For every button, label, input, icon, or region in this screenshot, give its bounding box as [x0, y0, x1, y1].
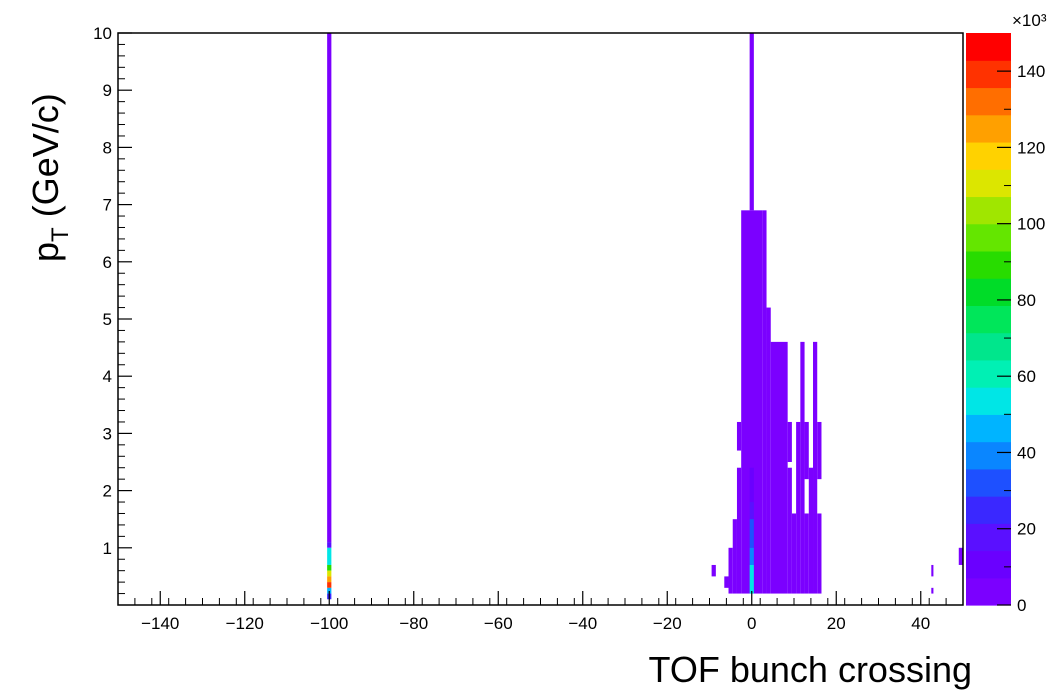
heatmap-cell-24: [800, 341, 805, 594]
heatmap-cell-3: [327, 564, 332, 571]
y-axis-title-unit: (GeV/c): [25, 93, 66, 227]
colorbar-segment-15: [966, 169, 1011, 198]
x-tick-label: −80: [399, 614, 428, 633]
colorbar-segment-16: [966, 141, 1011, 170]
colorbar-segment-17: [966, 114, 1011, 143]
heatmap-cell-17: [728, 547, 733, 594]
heatmap-cell-33: [958, 547, 963, 565]
colorbar-segment-14: [966, 196, 1011, 225]
heatmap-cell-25: [804, 513, 809, 594]
colorbar-segment-9: [966, 332, 1011, 361]
heatmap-cell-27: [808, 467, 814, 594]
colorbar-segment-18: [966, 87, 1011, 116]
heatmap-cell-4: [327, 570, 332, 577]
x-tick-label: −40: [568, 614, 597, 633]
x-tick-label: −140: [141, 614, 179, 633]
x-tick-label: 40: [911, 614, 930, 633]
x-tick-label: −20: [653, 614, 682, 633]
colorbar-tick-label: 140: [1017, 62, 1045, 81]
heatmap-cell-9: [749, 33, 754, 211]
y-tick-label: 9: [103, 81, 112, 100]
y-axis-title-main: p: [25, 242, 66, 262]
y-tick-label: 7: [103, 196, 112, 215]
colorbar-tick-label: 100: [1017, 215, 1045, 234]
heatmap-cell-1: [327, 542, 332, 548]
heatmap-cell-30: [817, 421, 822, 480]
heatmap-cell-22: [791, 513, 797, 594]
colorbar-tick-label: 20: [1017, 520, 1036, 539]
heatmap-cell-10: [741, 210, 763, 594]
y-tick-label: 3: [103, 424, 112, 443]
x-tick-label: 20: [827, 614, 846, 633]
colorbar-tick-label: 0: [1017, 596, 1026, 615]
colorbar-tick-label: 120: [1017, 138, 1045, 157]
colorbar: 0 20 40 60 80 100 120 140: [966, 33, 1045, 615]
colorbar-segment-1: [966, 550, 1011, 579]
heatmap-cell-28: [813, 341, 818, 594]
y-tick-label: 8: [103, 138, 112, 157]
heatmap-cell-11: [762, 210, 767, 594]
heatmap-cell-35: [749, 502, 754, 520]
x-tick-label: −120: [226, 614, 264, 633]
y-tick-label: 1: [103, 539, 112, 558]
heatmap-cell-12: [766, 307, 771, 594]
heatmap-cell-5: [327, 576, 332, 583]
heatmap-cell-23: [796, 421, 801, 594]
colorbar-segment-0: [966, 577, 1011, 606]
heatmap-cell-7: [327, 587, 332, 594]
y-axis-title-subscript: T: [47, 227, 74, 242]
colorbar-segment-8: [966, 359, 1011, 388]
colorbar-exponent-label: ×10³: [1012, 11, 1047, 30]
colorbar-segment-20: [966, 33, 1011, 61]
heatmap-cell-36: [749, 519, 754, 548]
heatmap-cell-21: [787, 421, 792, 462]
colorbar-segment-11: [966, 278, 1011, 306]
heatmap-cell-34: [749, 467, 754, 503]
heatmap-cell-38: [749, 564, 754, 594]
heatmap-cells: [327, 33, 963, 600]
heatmap-cell-29: [817, 513, 822, 594]
heatmap-cell-16: [732, 519, 737, 594]
colorbar-segment-3: [966, 496, 1011, 524]
y-tick-label: 4: [103, 367, 112, 386]
y-tick-label: 5: [103, 310, 112, 329]
heatmap-cell-32: [931, 587, 934, 594]
colorbar-segment-7: [966, 387, 1011, 415]
heatmap-cell-13: [770, 341, 788, 594]
x-tick-label: −60: [484, 614, 513, 633]
y-axis-title: pT (GeV/c): [25, 93, 74, 262]
heatmap-cell-18: [724, 576, 729, 588]
y-tick-label: 2: [103, 482, 112, 501]
colorbar-tick-label: 40: [1017, 443, 1036, 462]
colorbar-tick-label: 60: [1017, 367, 1036, 386]
heatmap-cell-2: [327, 547, 332, 565]
x-tick-label: −100: [310, 614, 348, 633]
colorbar-segment-5: [966, 441, 1011, 470]
colorbar-segment-10: [966, 305, 1011, 334]
heatmap-cell-20: [787, 467, 792, 594]
x-axis-title: TOF bunch crossing: [649, 649, 972, 690]
colorbar-segment-19: [966, 60, 1011, 89]
y-tick-label: 10: [93, 24, 112, 43]
heatmap-cell-19: [711, 564, 716, 577]
colorbar-segment-4: [966, 468, 1011, 497]
heatmap-cell-31: [931, 564, 934, 577]
heatmap-cell-15: [736, 421, 742, 451]
x-tick-label: 0: [747, 614, 756, 633]
axis-ticks: −140 −120 −100 −80 −60 −40 −20 0 20 40 1 2 3 4 5 6 7 8 9 10: [93, 24, 964, 633]
colorbar-segment-13: [966, 223, 1011, 252]
colorbar-segment-12: [966, 250, 1011, 279]
heatmap-cell-14: [736, 467, 742, 594]
y-tick-label: 6: [103, 253, 112, 272]
colorbar-segment-6: [966, 414, 1011, 443]
heatmap-cell-6: [327, 582, 332, 588]
heatmap-cell-26: [804, 421, 809, 480]
colorbar-tick-label: 80: [1017, 291, 1036, 310]
heatmap-cell-0: [327, 33, 332, 543]
colorbar-segment-2: [966, 523, 1011, 552]
heatmap-cell-37: [749, 547, 754, 565]
